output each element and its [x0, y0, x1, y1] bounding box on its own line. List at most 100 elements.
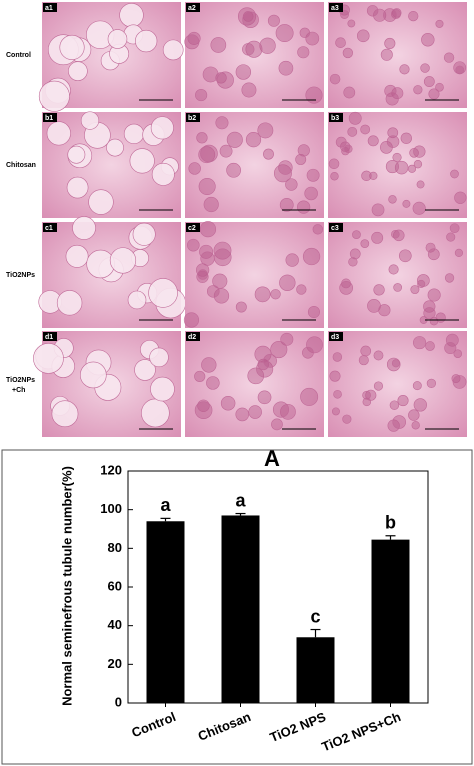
- bar: [221, 515, 260, 703]
- panel-tag: a3: [331, 5, 339, 12]
- tissue-texture: [141, 398, 170, 428]
- tissue-texture: [88, 189, 114, 215]
- tissue-texture: [245, 131, 262, 148]
- tissue-texture: [188, 162, 201, 175]
- tissue-texture: [199, 221, 217, 238]
- tissue-texture: [366, 5, 379, 17]
- tissue-texture: [360, 124, 371, 135]
- tissue-texture: [66, 176, 89, 199]
- tissue-texture: [331, 407, 340, 416]
- tissue-texture: [198, 177, 216, 195]
- tissue-texture: [201, 357, 217, 373]
- tissue-texture: [216, 71, 234, 89]
- tissue-texture: [332, 352, 343, 362]
- y-tick-label: 100: [100, 501, 122, 516]
- tissue-texture: [65, 244, 89, 268]
- micrograph: [328, 222, 467, 328]
- tissue-texture: [151, 162, 175, 186]
- tissue-texture: [307, 305, 320, 319]
- tissue-texture: [384, 84, 397, 98]
- row-label: Chitosan: [6, 162, 36, 169]
- tissue-texture: [378, 304, 391, 317]
- panel-tag: b1: [45, 115, 53, 122]
- tissue-texture: [335, 37, 346, 48]
- tissue-texture: [410, 285, 420, 295]
- tissue-texture: [427, 288, 441, 302]
- tissue-texture: [220, 395, 236, 411]
- tissue-texture: [408, 11, 419, 22]
- panel-tag: c3: [331, 225, 339, 232]
- tissue-texture: [352, 230, 361, 240]
- tissue-texture: [409, 148, 419, 158]
- tissue-texture: [367, 135, 379, 147]
- tissue-texture: [148, 278, 178, 308]
- tissue-texture: [392, 415, 407, 429]
- tissue-texture: [388, 264, 399, 275]
- tissue-texture: [413, 145, 426, 158]
- x-tick-label: Control: [129, 709, 177, 740]
- tissue-texture: [435, 312, 446, 323]
- panel-tag-bg: [329, 113, 343, 122]
- tissue-texture: [417, 279, 426, 288]
- tissue-texture: [212, 273, 228, 289]
- tissue-texture: [275, 24, 294, 42]
- tissue-texture: [417, 274, 430, 287]
- tissue-texture: [56, 290, 83, 316]
- tissue-texture: [454, 191, 467, 204]
- tissue-texture: [360, 239, 370, 248]
- tissue-texture: [449, 223, 460, 234]
- tissue-texture: [335, 136, 347, 148]
- tissue-texture: [226, 131, 243, 148]
- tissue-texture: [341, 147, 350, 156]
- tissue-texture: [454, 248, 463, 257]
- tissue-texture: [184, 34, 200, 50]
- tissue-texture: [302, 346, 314, 359]
- tissue-texture: [295, 154, 307, 165]
- tissue-texture: [80, 111, 100, 130]
- tissue-texture: [397, 395, 409, 407]
- panel-tag: d2: [188, 334, 196, 341]
- tissue-texture: [329, 73, 341, 85]
- tissue-texture: [235, 301, 247, 313]
- tissue-texture: [280, 332, 294, 346]
- tissue-texture: [109, 247, 137, 274]
- x-tick-label: Chitosan: [196, 709, 253, 744]
- tissue-texture: [280, 403, 296, 420]
- tissue-texture: [413, 336, 427, 350]
- tissue-texture: [235, 407, 250, 422]
- tissue-texture: [297, 46, 310, 59]
- tissue-texture: [106, 138, 124, 157]
- tissue-texture: [348, 111, 362, 125]
- tissue-texture: [391, 9, 401, 19]
- tissue-texture: [187, 238, 200, 252]
- tissue-texture: [285, 178, 298, 191]
- tissue-texture: [333, 389, 342, 399]
- y-tick-label: 0: [115, 694, 122, 709]
- tissue-texture: [67, 145, 86, 164]
- tissue-texture: [257, 390, 272, 405]
- tissue-texture: [435, 19, 444, 28]
- tissue-texture: [242, 43, 255, 56]
- x-tick-label: TiO2 NPS+Ch: [319, 709, 402, 754]
- tissue-texture: [416, 180, 425, 189]
- bar: [296, 637, 335, 703]
- tissue-texture: [149, 347, 169, 368]
- tissue-texture: [435, 82, 444, 92]
- tissue-texture: [254, 286, 271, 303]
- tissue-texture: [423, 76, 435, 87]
- tissue-texture: [423, 307, 436, 320]
- tissue-texture: [196, 132, 208, 144]
- micrograph: [185, 112, 324, 218]
- tissue-texture: [263, 354, 277, 368]
- tissue-texture: [195, 89, 208, 102]
- tissue-texture: [247, 367, 265, 385]
- chart-title: A: [264, 446, 280, 471]
- tissue-texture: [344, 144, 353, 154]
- y-tick-label: 40: [108, 617, 122, 632]
- tissue-texture: [356, 29, 370, 43]
- tissue-texture: [306, 168, 320, 182]
- tissue-texture: [270, 289, 281, 300]
- tissue-texture: [119, 3, 144, 28]
- tissue-texture: [391, 87, 404, 100]
- panel-tag: d1: [45, 334, 53, 341]
